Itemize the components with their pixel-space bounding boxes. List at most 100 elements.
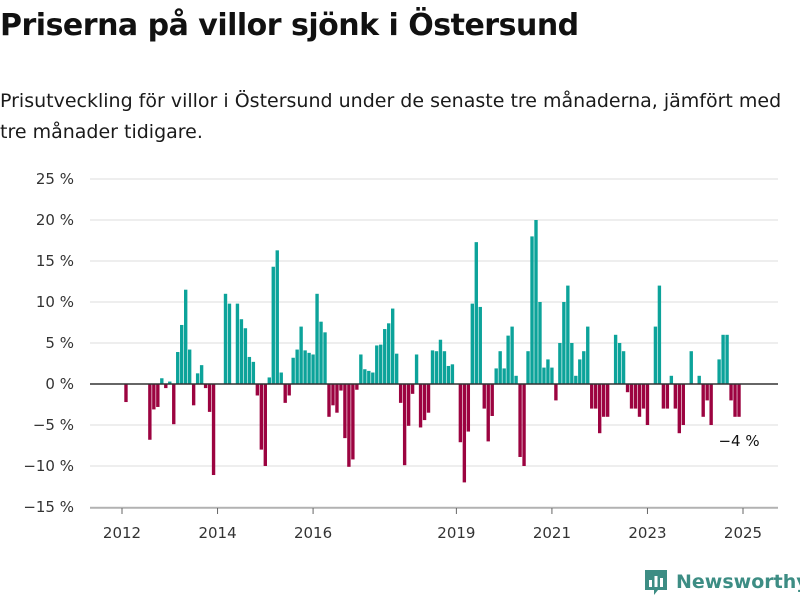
- x-tick-label: 2025: [724, 524, 762, 542]
- bar: [259, 384, 264, 450]
- bar: [621, 351, 626, 384]
- bar: [255, 384, 260, 396]
- bar: [665, 384, 670, 409]
- bar: [323, 332, 327, 384]
- bar: [251, 361, 256, 384]
- bar: [510, 326, 514, 384]
- y-tick-label: 20 %: [36, 211, 74, 229]
- x-axis: 2012 2014 2016 2019 2021 2023 2025: [90, 507, 778, 542]
- bar: [558, 343, 562, 384]
- bar: [176, 352, 180, 384]
- bar: [442, 351, 447, 384]
- bar-chart-logo-icon: [645, 570, 667, 595]
- newsworthy-logo[interactable]: Newsworthy: [643, 568, 800, 596]
- last-value-annotation: −4 %: [718, 432, 759, 450]
- bar: [522, 384, 526, 466]
- bar: [203, 384, 208, 389]
- bar: [239, 319, 244, 384]
- bar: [506, 335, 510, 384]
- bar: [291, 357, 295, 384]
- bar: [267, 377, 271, 384]
- bar: [391, 308, 395, 384]
- bar: [462, 384, 467, 483]
- bar: [168, 381, 172, 384]
- bar: [490, 384, 494, 416]
- bar: [737, 384, 741, 417]
- bar: [725, 334, 729, 384]
- y-tick-label: 5 %: [45, 334, 74, 352]
- bar: [661, 384, 666, 409]
- bar: [681, 384, 685, 425]
- bar: [625, 384, 630, 393]
- bar: [474, 242, 478, 384]
- bar: [458, 384, 463, 443]
- bar: [363, 369, 367, 384]
- bar: [566, 285, 570, 384]
- bar: [546, 359, 550, 384]
- bar: [207, 384, 212, 412]
- bar: [195, 373, 200, 384]
- bar: [351, 384, 355, 460]
- bar: [645, 384, 650, 425]
- bar: [534, 220, 538, 384]
- bar: [156, 384, 160, 407]
- x-tick-label: 2023: [628, 524, 666, 542]
- bar: [422, 384, 427, 421]
- bar: [494, 368, 498, 384]
- x-tick-label: 2014: [198, 524, 236, 542]
- bar: [653, 326, 658, 384]
- bar: [327, 384, 331, 417]
- bar: [530, 236, 534, 384]
- bar: [279, 372, 283, 384]
- bar: [275, 250, 279, 384]
- bar: [438, 339, 443, 384]
- bar: [601, 384, 606, 417]
- bar: [697, 375, 701, 384]
- bar: [426, 384, 431, 413]
- bar: [402, 384, 407, 466]
- bar: [243, 328, 248, 384]
- bar: [283, 384, 287, 403]
- chart-title: Priserna på villor sjönk i Östersund: [0, 8, 579, 43]
- bars: [124, 220, 741, 483]
- bar: [343, 384, 347, 439]
- bar: [223, 293, 228, 384]
- x-tick-label: 2016: [294, 524, 332, 542]
- bar: [371, 372, 375, 384]
- bar: [633, 384, 638, 409]
- bar: [152, 384, 156, 410]
- bar: [594, 384, 598, 409]
- bar: [271, 266, 275, 384]
- x-tick-label: 2019: [437, 524, 475, 542]
- bar: [590, 384, 594, 409]
- bar: [184, 289, 188, 384]
- bar: [450, 364, 455, 384]
- bar: [550, 367, 554, 384]
- bar: [498, 351, 502, 384]
- bar: [582, 351, 586, 384]
- bar: [518, 384, 522, 457]
- bar: [172, 384, 176, 425]
- bar: [430, 350, 435, 384]
- bar: [355, 384, 359, 390]
- bar: [331, 384, 335, 406]
- bar: [307, 352, 311, 384]
- bar: [657, 285, 662, 384]
- bar: [526, 351, 530, 384]
- bar: [247, 356, 252, 384]
- bar: [335, 384, 339, 413]
- bar: [394, 353, 399, 384]
- y-axis-tick-labels: −15 % −10 % −5 % 0 % 5 % 10 % 15 % 20 % 25 %: [23, 170, 74, 516]
- bar: [574, 375, 578, 384]
- bar: [311, 354, 315, 384]
- bar: [375, 345, 379, 384]
- bar: [299, 326, 303, 384]
- bar: [191, 384, 196, 406]
- bar: [379, 344, 383, 384]
- bar: [613, 334, 618, 384]
- bar: [339, 384, 343, 391]
- bar: [160, 378, 164, 384]
- bar: [398, 384, 403, 403]
- y-tick-label: −15 %: [23, 498, 74, 516]
